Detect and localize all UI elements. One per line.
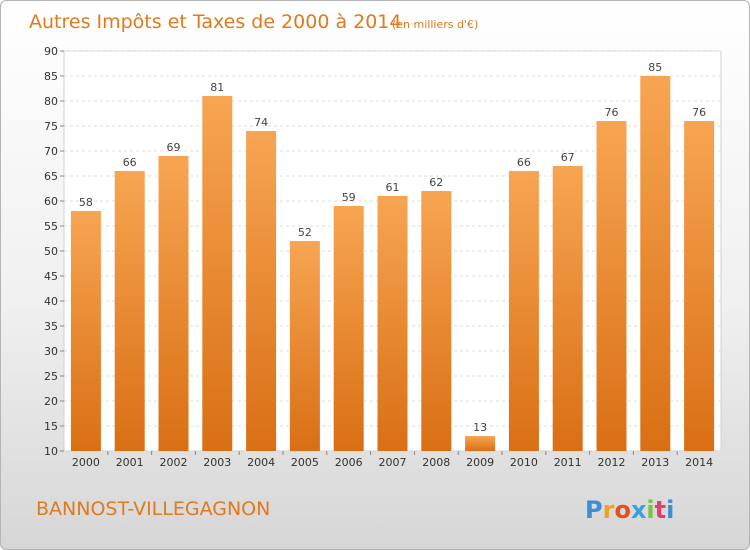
brand-letter: P (585, 496, 603, 524)
x-tick-label: 2004 (247, 456, 275, 469)
value-label: 58 (79, 196, 93, 209)
y-axis-ticks: 10 15 20 25 30 35 40 45 50 55 60 65 70 75 80 85 90 (44, 45, 64, 458)
brand-letter: o (614, 496, 631, 524)
x-tick-label: 2000 (72, 456, 100, 469)
value-label: 74 (254, 116, 268, 129)
bar-2004 (246, 131, 277, 451)
x-tick-label: 2003 (203, 456, 231, 469)
x-tick-label: 2014 (685, 456, 713, 469)
x-tick-label: 2008 (422, 456, 450, 469)
brand-letter: r (603, 496, 615, 524)
y-tick-label: 25 (44, 370, 58, 383)
x-tick-label: 2010 (510, 456, 538, 469)
y-tick-label: 80 (44, 95, 58, 108)
bar-2005 (289, 241, 320, 451)
x-tick-label: 2009 (466, 456, 494, 469)
value-label: 13 (473, 421, 487, 434)
x-tick-label: 2001 (116, 456, 144, 469)
bar-2014 (684, 121, 715, 451)
value-labels: 58 66 69 81 74 52 59 61 62 13 66 67 76 85 76 (79, 61, 706, 434)
y-tick-label: 90 (44, 45, 58, 58)
value-label: 59 (342, 191, 356, 204)
bar-2007 (377, 196, 408, 451)
value-label: 76 (605, 106, 619, 119)
y-tick-label: 30 (44, 345, 58, 358)
bar-2008 (421, 191, 452, 451)
bar-2009 (465, 436, 496, 451)
value-label: 81 (210, 81, 224, 94)
x-tick-label: 2011 (554, 456, 582, 469)
bar-2013 (640, 76, 671, 451)
y-tick-label: 70 (44, 145, 58, 158)
x-axis-ticks: 2000 2001 2002 2003 2004 2005 2006 2007 2008 2009… (72, 451, 713, 469)
y-tick-label: 50 (44, 245, 58, 258)
y-tick-label: 40 (44, 295, 58, 308)
value-label: 85 (648, 61, 662, 74)
y-tick-label: 45 (44, 270, 58, 283)
y-tick-label: 75 (44, 120, 58, 133)
x-tick-label: 2006 (335, 456, 363, 469)
brand-logo: Proxiti (585, 496, 674, 524)
value-label: 67 (561, 151, 575, 164)
chart-subtitle: (en milliers d'€) (392, 18, 478, 31)
x-tick-label: 2012 (598, 456, 626, 469)
value-label: 61 (386, 181, 400, 194)
bar-2011 (552, 166, 583, 451)
x-tick-label: 2013 (641, 456, 669, 469)
value-label: 52 (298, 226, 312, 239)
y-tick-label: 15 (44, 420, 58, 433)
y-tick-label: 35 (44, 320, 58, 333)
value-label: 66 (123, 156, 137, 169)
brand-letter: t (655, 496, 666, 524)
bars (70, 76, 715, 451)
bar-2002 (158, 156, 189, 451)
y-tick-label: 85 (44, 70, 58, 83)
y-tick-label: 65 (44, 170, 58, 183)
bar-2003 (202, 96, 233, 451)
value-label: 69 (167, 141, 181, 154)
bar-2012 (596, 121, 627, 451)
brand-letter: i (646, 496, 654, 524)
y-tick-label: 60 (44, 195, 58, 208)
brand-letter: i (666, 496, 674, 524)
bar-2000 (70, 211, 101, 451)
chart-title: Autres Impôts et Taxes de 2000 à 2014 (29, 11, 402, 33)
value-label: 66 (517, 156, 531, 169)
y-tick-label: 55 (44, 220, 58, 233)
x-tick-label: 2007 (379, 456, 407, 469)
brand-letter: x (631, 496, 647, 524)
location-label: BANNOST-VILLEGAGNON (36, 498, 270, 520)
value-label: 62 (429, 176, 443, 189)
x-tick-label: 2002 (160, 456, 188, 469)
y-tick-label: 10 (44, 445, 58, 458)
value-label: 76 (692, 106, 706, 119)
bar-2001 (114, 171, 145, 451)
y-tick-label: 20 (44, 395, 58, 408)
x-tick-label: 2005 (291, 456, 319, 469)
bar-2010 (508, 171, 539, 451)
bar-2006 (333, 206, 364, 451)
